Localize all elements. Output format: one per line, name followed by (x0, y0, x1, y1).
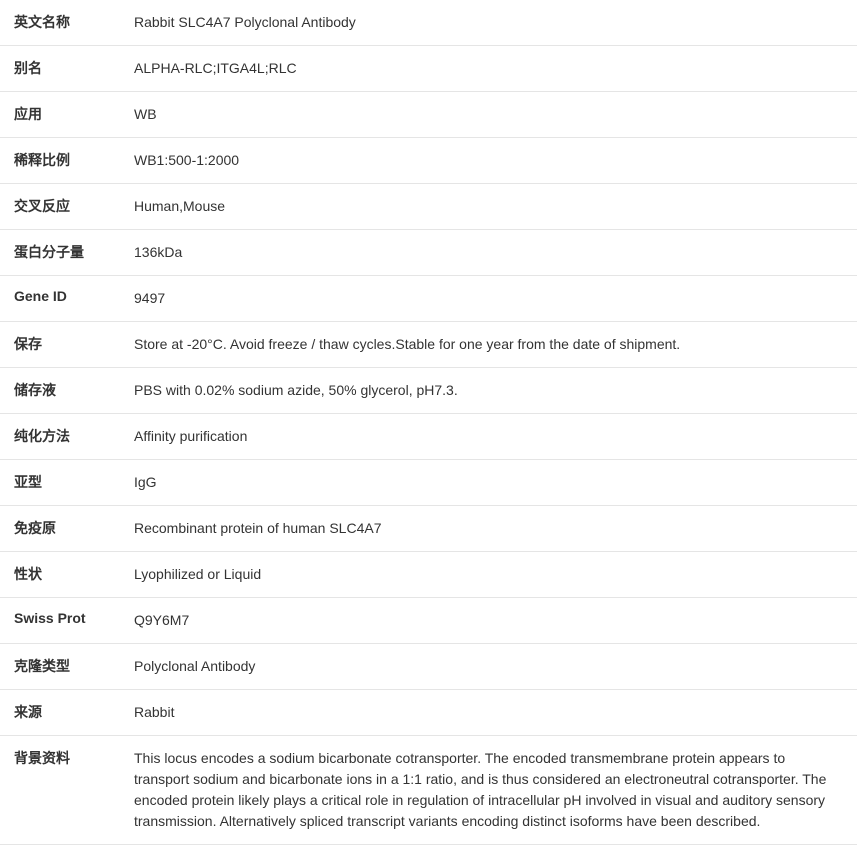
row-value: 136kDa (130, 230, 857, 276)
row-value: Rabbit (130, 690, 857, 736)
row-label: 性状 (0, 552, 130, 598)
row-label: 亚型 (0, 460, 130, 506)
row-value: Store at -20°C. Avoid freeze / thaw cycl… (130, 322, 857, 368)
row-label: Gene ID (0, 276, 130, 322)
row-value: Lyophilized or Liquid (130, 552, 857, 598)
table-row: 性状 Lyophilized or Liquid (0, 552, 857, 598)
row-label: 应用 (0, 92, 130, 138)
table-row: 背景资料 This locus encodes a sodium bicarbo… (0, 736, 857, 845)
table-row: 别名 ALPHA-RLC;ITGA4L;RLC (0, 46, 857, 92)
row-value: IgG (130, 460, 857, 506)
row-value: This locus encodes a sodium bicarbonate … (130, 736, 857, 845)
table-row: 亚型 IgG (0, 460, 857, 506)
row-label: 保存 (0, 322, 130, 368)
row-label: 英文名称 (0, 0, 130, 46)
row-value: 9497 (130, 276, 857, 322)
row-label: 别名 (0, 46, 130, 92)
table-row: Swiss Prot Q9Y6M7 (0, 598, 857, 644)
row-value: WB1:500-1:2000 (130, 138, 857, 184)
table-row: 来源 Rabbit (0, 690, 857, 736)
row-value: Polyclonal Antibody (130, 644, 857, 690)
table-row: 免疫原 Recombinant protein of human SLC4A7 (0, 506, 857, 552)
table-row: 储存液 PBS with 0.02% sodium azide, 50% gly… (0, 368, 857, 414)
row-label: 储存液 (0, 368, 130, 414)
row-value: Recombinant protein of human SLC4A7 (130, 506, 857, 552)
specification-table: 英文名称 Rabbit SLC4A7 Polyclonal Antibody 别… (0, 0, 857, 845)
row-label: 克隆类型 (0, 644, 130, 690)
table-row: 蛋白分子量 136kDa (0, 230, 857, 276)
table-row: 应用 WB (0, 92, 857, 138)
row-value: Q9Y6M7 (130, 598, 857, 644)
table-row: Gene ID 9497 (0, 276, 857, 322)
table-row: 交叉反应 Human,Mouse (0, 184, 857, 230)
specification-table-body: 英文名称 Rabbit SLC4A7 Polyclonal Antibody 别… (0, 0, 857, 845)
row-value: PBS with 0.02% sodium azide, 50% glycero… (130, 368, 857, 414)
table-row: 稀释比例 WB1:500-1:2000 (0, 138, 857, 184)
table-row: 克隆类型 Polyclonal Antibody (0, 644, 857, 690)
row-value: WB (130, 92, 857, 138)
row-label: 稀释比例 (0, 138, 130, 184)
row-label: 纯化方法 (0, 414, 130, 460)
row-value: Human,Mouse (130, 184, 857, 230)
table-row: 纯化方法 Affinity purification (0, 414, 857, 460)
row-value: Affinity purification (130, 414, 857, 460)
row-label: Swiss Prot (0, 598, 130, 644)
table-row: 英文名称 Rabbit SLC4A7 Polyclonal Antibody (0, 0, 857, 46)
row-value: ALPHA-RLC;ITGA4L;RLC (130, 46, 857, 92)
row-label: 来源 (0, 690, 130, 736)
table-row: 保存 Store at -20°C. Avoid freeze / thaw c… (0, 322, 857, 368)
row-label: 交叉反应 (0, 184, 130, 230)
row-label: 免疫原 (0, 506, 130, 552)
row-value: Rabbit SLC4A7 Polyclonal Antibody (130, 0, 857, 46)
row-label: 背景资料 (0, 736, 130, 845)
row-label: 蛋白分子量 (0, 230, 130, 276)
